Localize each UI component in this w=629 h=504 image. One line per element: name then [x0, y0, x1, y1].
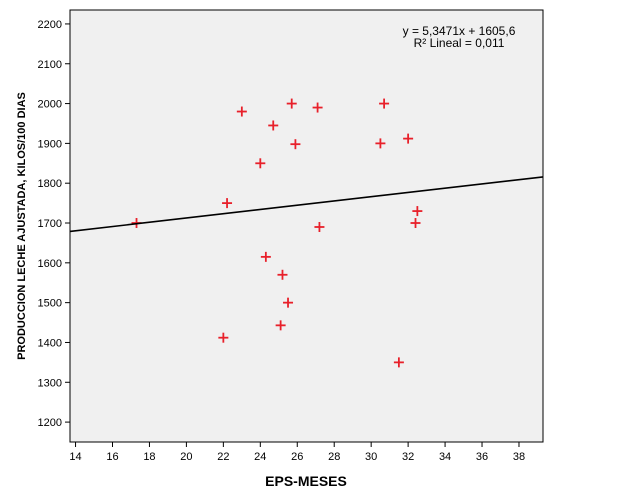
x-tick-label: 28 [328, 451, 340, 463]
data-point [312, 102, 323, 113]
y-tick-label: 1500 [38, 298, 62, 310]
y-tick-label: 1600 [38, 258, 62, 270]
x-tick-label: 30 [365, 451, 377, 463]
data-point [393, 357, 404, 368]
y-tick-label: 1400 [38, 337, 62, 349]
data-point [275, 320, 286, 331]
x-tick-label: 36 [476, 451, 488, 463]
points-layer [131, 98, 423, 368]
data-point [410, 218, 421, 229]
fit-equation-label: y = 5,3471x + 1605,6 [403, 24, 516, 38]
x-axis-title: EPS-MESES [265, 473, 347, 489]
plot-area [69, 9, 544, 443]
data-point [218, 332, 229, 343]
data-point [260, 251, 271, 262]
y-axis-title: PRODUCCION LECHE AJUSTADA, KILOS/100 DIA… [16, 92, 28, 360]
y-tick-label: 2100 [38, 59, 62, 71]
x-tick-label: 14 [69, 451, 81, 463]
data-point [375, 138, 386, 149]
x-tick-label: 32 [402, 451, 414, 463]
data-point [236, 106, 247, 117]
x-tick-label: 38 [513, 451, 525, 463]
y-tick-label: 1200 [38, 417, 62, 429]
y-tick-label: 2000 [38, 99, 62, 111]
ticks-layer: 14 16 18 20 22 24 26 28 30 32 34 36 38 1200 1300 1400 15… [38, 19, 526, 463]
x-tick-label: 26 [291, 451, 303, 463]
data-point [255, 158, 266, 169]
x-tick-label: 22 [217, 451, 229, 463]
y-tick-label: 1900 [38, 138, 62, 150]
x-tick-label: 18 [143, 451, 155, 463]
x-tick-label: 34 [439, 451, 451, 463]
data-point [268, 120, 279, 131]
data-point [403, 133, 414, 144]
data-point [314, 221, 325, 232]
x-tick-label: 16 [106, 451, 118, 463]
x-tick-label: 20 [180, 451, 192, 463]
data-point [286, 98, 297, 109]
y-tick-label: 1800 [38, 178, 62, 190]
y-tick-label: 2200 [38, 19, 62, 31]
data-point [379, 98, 390, 109]
data-point [290, 139, 301, 150]
fit-r2-label: R² Lineal = 0,011 [414, 36, 505, 50]
y-tick-label: 1700 [38, 218, 62, 230]
data-point [277, 269, 288, 280]
x-tick-label: 24 [254, 451, 266, 463]
data-point [283, 297, 294, 308]
fit-line [69, 176, 544, 233]
data-point [222, 198, 233, 209]
data-point [412, 206, 423, 217]
y-tick-label: 1300 [38, 377, 62, 389]
